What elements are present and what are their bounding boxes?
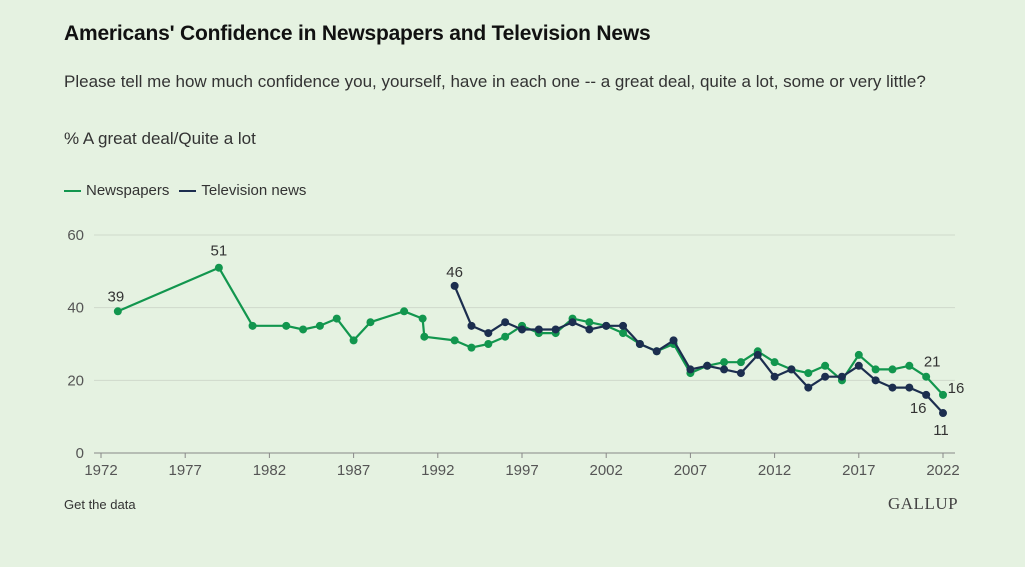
data-point-television: [467, 321, 476, 330]
data-point-newspapers: [315, 321, 324, 330]
data-point-television: [602, 321, 611, 330]
data-point-television: [568, 318, 577, 327]
data-point-newspapers: [349, 336, 358, 345]
data-point-television: [753, 350, 762, 359]
data-point-television: [871, 376, 880, 385]
data-point-newspapers: [720, 358, 729, 367]
data-point-newspapers: [366, 318, 375, 327]
chart-legend: Newspapers Television news: [64, 182, 316, 199]
data-point-newspapers: [248, 321, 257, 330]
data-point-newspapers: [282, 321, 291, 330]
data-point-television: [939, 409, 947, 418]
data-point-television: [720, 365, 729, 374]
chart-title: Americans' Confidence in Newspapers and …: [64, 22, 651, 45]
data-point-newspapers: [871, 365, 880, 374]
get-the-data-link[interactable]: Get the data: [64, 497, 136, 512]
data-point-television: [534, 325, 543, 334]
chart-subtitle: Please tell me how much confidence you, …: [64, 72, 926, 91]
data-point-television: [703, 361, 712, 370]
x-tick-label: 2017: [842, 462, 875, 479]
data-label-newspapers: 16: [948, 380, 965, 397]
data-point-newspapers: [854, 350, 863, 359]
legend-item-newspapers[interactable]: Newspapers: [64, 182, 169, 199]
data-point-television: [922, 390, 931, 399]
legend-swatch-newspapers: [64, 189, 81, 192]
data-point-television: [821, 372, 830, 381]
data-point-television: [888, 383, 897, 392]
legend-item-television[interactable]: Television news: [179, 182, 306, 199]
data-label-television: 11: [933, 422, 949, 439]
data-point-television: [635, 340, 644, 348]
data-point-television: [804, 383, 813, 392]
data-point-newspapers: [467, 343, 476, 352]
measure-label: % A great deal/Quite a lot: [64, 129, 256, 148]
data-point-television: [905, 383, 914, 392]
data-point-television: [585, 325, 594, 334]
data-point-television: [484, 329, 493, 338]
data-point-newspapers: [736, 358, 745, 367]
data-point-newspapers: [804, 369, 813, 378]
x-tick-label: 1987: [337, 462, 370, 479]
data-point-television: [736, 369, 745, 378]
data-point-television: [652, 347, 661, 356]
data-point-newspapers: [585, 318, 594, 327]
y-tick-label: 40: [67, 300, 84, 317]
data-point-television: [450, 281, 459, 290]
x-tick-label: 1982: [253, 462, 286, 479]
data-label-newspapers: 51: [211, 243, 228, 260]
data-point-newspapers: [939, 390, 947, 399]
x-tick-label: 2022: [926, 462, 959, 479]
data-point-television: [551, 325, 560, 334]
x-tick-label: 1972: [84, 462, 117, 479]
data-label-television: 16: [910, 400, 927, 417]
data-point-newspapers: [450, 336, 459, 345]
data-point-newspapers: [501, 332, 510, 341]
data-label-newspapers: 21: [924, 354, 941, 371]
legend-swatch-television: [179, 189, 197, 192]
x-tick-label: 2002: [590, 462, 623, 479]
x-tick-label: 2012: [758, 462, 791, 479]
legend-label-television: Television news: [201, 182, 307, 199]
data-point-newspapers: [905, 361, 914, 370]
data-point-newspapers: [299, 325, 308, 334]
data-point-television: [501, 318, 510, 327]
series-line-newspapers: [117, 266, 944, 396]
data-point-newspapers: [400, 307, 409, 316]
x-tick-label: 1977: [169, 462, 202, 479]
data-point-television: [686, 365, 695, 374]
data-point-television: [770, 372, 779, 381]
data-point-television: [669, 336, 678, 345]
series-line-television: [453, 285, 944, 414]
data-point-newspapers: [214, 263, 223, 272]
y-tick-label: 0: [76, 445, 84, 462]
data-point-television: [518, 325, 526, 334]
data-point-television: [619, 321, 628, 330]
data-point-newspapers: [113, 307, 122, 316]
data-point-newspapers: [922, 372, 931, 381]
legend-label-newspapers: Newspapers: [86, 182, 170, 199]
data-point-newspapers: [418, 314, 427, 323]
data-point-newspapers: [332, 314, 341, 323]
x-tick-label: 1997: [505, 462, 538, 479]
data-label-newspapers: 39: [107, 288, 124, 305]
data-point-television: [854, 361, 863, 370]
data-point-newspapers: [420, 332, 429, 341]
y-tick-label: 20: [67, 372, 84, 389]
data-point-television: [837, 372, 846, 381]
data-point-television: [787, 365, 796, 374]
data-point-newspapers: [821, 361, 830, 370]
y-tick-label: 60: [67, 227, 84, 244]
data-point-newspapers: [888, 365, 897, 374]
data-point-newspapers: [619, 329, 628, 338]
x-tick-label: 1992: [421, 462, 454, 479]
data-point-newspapers: [484, 340, 493, 348]
x-tick-label: 2007: [674, 462, 707, 479]
data-label-television: 46: [446, 264, 463, 281]
data-point-newspapers: [770, 358, 779, 367]
gallup-logo: GALLUP: [888, 494, 959, 513]
